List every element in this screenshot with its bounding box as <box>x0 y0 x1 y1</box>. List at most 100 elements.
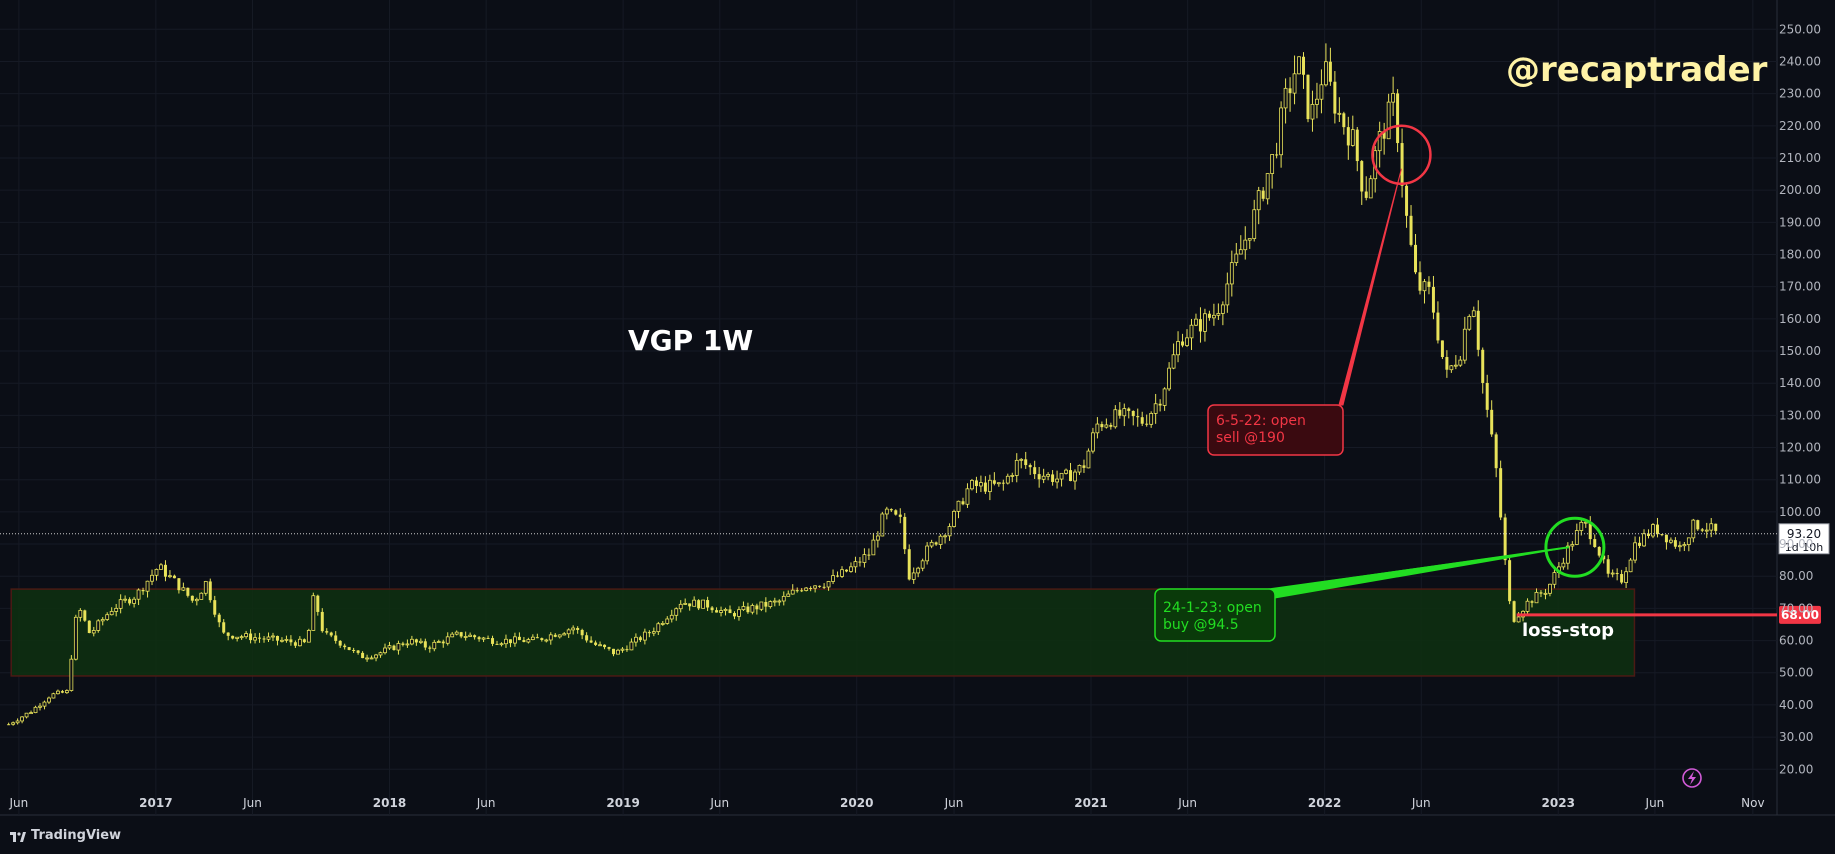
candle-body <box>208 581 212 601</box>
candle-body <box>571 627 576 631</box>
candle-body <box>1292 73 1297 94</box>
candle-body <box>280 639 284 642</box>
y-tick-label: 150.00 <box>1779 344 1821 358</box>
candle-body <box>1243 239 1248 251</box>
x-tick-label: 2022 <box>1308 796 1341 810</box>
candle-body <box>181 587 186 591</box>
candle-body <box>486 637 490 639</box>
candle-body <box>1418 272 1422 291</box>
candle-body <box>1104 424 1109 428</box>
candle-body <box>1602 555 1606 560</box>
candle-body <box>378 652 383 656</box>
y-tick-label: 240.00 <box>1779 54 1821 68</box>
x-tick-label: 2020 <box>840 796 873 810</box>
candle-body <box>1574 530 1579 545</box>
y-tick-label: 130.00 <box>1779 408 1821 422</box>
candle-body <box>719 610 723 613</box>
candle-body <box>1153 403 1158 414</box>
candle-body <box>1091 432 1095 452</box>
candle-body <box>396 643 401 651</box>
candle-body <box>1229 262 1234 285</box>
candle-body <box>266 636 271 640</box>
candle-body <box>1696 520 1700 530</box>
candle-body <box>996 482 1001 485</box>
candle-body <box>168 575 172 578</box>
y-tick-label: 230.00 <box>1779 87 1821 101</box>
candle-body <box>880 513 885 537</box>
lightning-icon[interactable] <box>1682 768 1702 788</box>
candle-body <box>1198 319 1202 332</box>
candle-body <box>804 587 809 591</box>
y-tick-label: 90.00 <box>1779 537 1813 551</box>
candle-body <box>898 514 902 517</box>
candle-body <box>1386 101 1391 140</box>
time-axis[interactable]: Jun 2017 Jun 2018 Jun 2019 Jun 2020 Jun 2021 Jun 20… <box>9 796 1765 810</box>
tradingview-brand[interactable]: TradingView <box>10 828 121 843</box>
candle-body <box>656 623 661 633</box>
candle-body <box>983 482 987 492</box>
x-tick-label: Jun <box>944 796 964 810</box>
candle-body <box>594 642 598 645</box>
y-tick-label: 170.00 <box>1779 280 1821 294</box>
candle-body <box>1516 616 1521 623</box>
candle-body <box>508 639 512 644</box>
candle-body <box>29 712 33 715</box>
candle-body <box>1620 574 1624 583</box>
candle-body <box>737 609 741 617</box>
candle-body <box>557 634 562 638</box>
last-price-value: 93.20 <box>1787 527 1821 541</box>
buy-circle <box>1544 516 1606 578</box>
candle-body <box>1714 523 1718 531</box>
candle-body <box>598 644 602 647</box>
y-tick-label: 220.00 <box>1779 119 1821 133</box>
candle-body <box>1364 191 1368 198</box>
candle-body <box>1396 93 1400 144</box>
candle-body <box>1360 161 1364 192</box>
price-axis[interactable]: 250.00 240.00 230.00 220.00 210.00 200.00 190.… <box>1779 22 1821 776</box>
candle-body <box>1041 475 1046 480</box>
candle-body <box>616 649 620 655</box>
candle-body <box>392 645 396 651</box>
candle-body <box>306 630 311 643</box>
candle-body <box>141 589 145 592</box>
candle-body <box>1328 61 1332 82</box>
candle-body <box>1207 313 1211 318</box>
candle-body <box>1583 521 1588 524</box>
candle-body <box>1422 281 1427 292</box>
candle-body <box>24 712 29 718</box>
sell-callout-text: sell @190 <box>1216 430 1285 446</box>
candle-body <box>800 590 804 592</box>
candle-body <box>938 535 943 545</box>
candle-body <box>634 636 638 643</box>
candle-body <box>1561 562 1566 568</box>
candle-body <box>1082 465 1086 468</box>
candle-body <box>1440 340 1444 358</box>
candle-body <box>1238 249 1243 255</box>
candle-body <box>118 599 123 609</box>
y-tick-label: 80.00 <box>1779 569 1813 583</box>
candle-body <box>840 569 844 577</box>
candle-body <box>1333 81 1337 114</box>
candle-body <box>495 643 499 645</box>
x-tick-label: 2017 <box>139 796 172 810</box>
candle-body <box>177 578 181 591</box>
candle-body <box>1458 359 1463 366</box>
buy-callout-text: buy @94.5 <box>1163 617 1239 633</box>
candle-body <box>1167 367 1171 390</box>
candle-body <box>1342 113 1346 128</box>
candle-body <box>1194 318 1198 326</box>
candle-body <box>374 654 378 659</box>
candle-body <box>1476 310 1480 350</box>
candle-body <box>504 638 508 645</box>
candle-body <box>1005 475 1010 484</box>
loss-stop-line: 68.00 loss-stop <box>1516 605 1821 641</box>
candle-body <box>781 595 786 602</box>
candle-body <box>1445 357 1449 370</box>
candle-body <box>750 605 755 613</box>
candle-body <box>1046 474 1051 477</box>
candle-body <box>1211 314 1216 319</box>
candle-body <box>477 637 481 640</box>
x-tick-label: 2018 <box>373 796 406 810</box>
candle-body <box>1453 364 1458 367</box>
